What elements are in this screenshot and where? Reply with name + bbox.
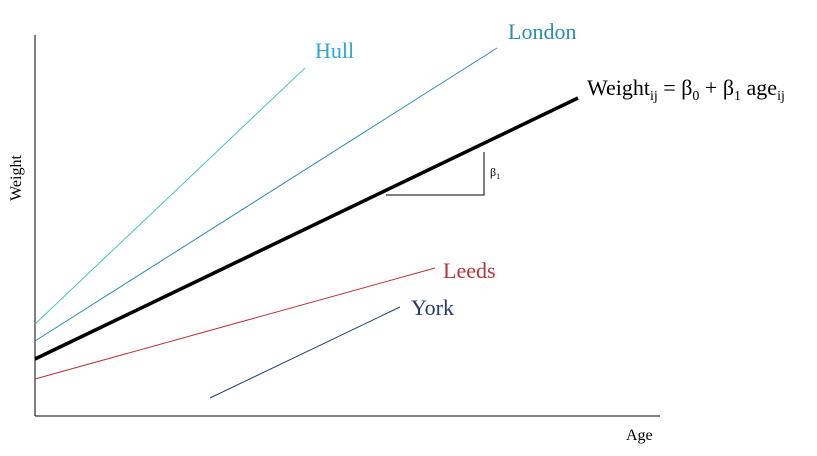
y-axis-label: Weight bbox=[8, 155, 25, 201]
slope-beta1-label: β1 bbox=[490, 165, 500, 181]
leeds-line bbox=[34, 267, 436, 380]
regression-equation: Weightij = β0 + β1 ageij bbox=[587, 75, 785, 104]
average-line bbox=[34, 96, 579, 361]
london-label: London bbox=[508, 19, 576, 44]
hull-label: Hull bbox=[315, 38, 354, 63]
x-axis-label: Age bbox=[626, 427, 653, 444]
slope-triangle bbox=[386, 152, 485, 196]
london-line bbox=[34, 47, 498, 342]
leeds-label: Leeds bbox=[443, 258, 496, 283]
york-line bbox=[209, 306, 401, 399]
york-label: York bbox=[411, 295, 454, 320]
hull-line bbox=[34, 67, 306, 325]
